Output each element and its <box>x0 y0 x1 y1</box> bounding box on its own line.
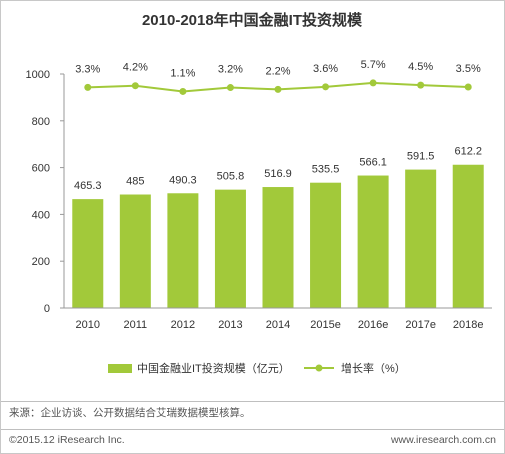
growth-rate-label: 3.2% <box>218 64 243 76</box>
source-note: 来源：企业访谈、公开数据结合艾瑞数据模型核算。 <box>9 406 251 419</box>
growth-rate-label: 3.5% <box>456 63 481 75</box>
x-tick-label: 2012 <box>171 319 195 331</box>
bar <box>310 182 342 308</box>
growth-rate-label: 4.5% <box>408 61 433 73</box>
legend-bar-label: 中国金融业IT投资规模（亿元） <box>137 361 290 375</box>
x-tick-label: 2016e <box>358 319 389 331</box>
growth-point <box>274 85 282 93</box>
y-tick-label: 600 <box>32 163 50 175</box>
bar-value-label: 566.1 <box>359 157 387 169</box>
x-tick-label: 2015e <box>310 319 341 331</box>
x-tick-label: 2013 <box>218 319 242 331</box>
chart-title: 2010-2018年中国金融IT投资规模 <box>142 11 363 29</box>
growth-rate-label: 5.7% <box>361 59 386 71</box>
bar-value-label: 485 <box>126 176 144 188</box>
growth-point <box>369 79 377 87</box>
growth-point <box>84 83 92 91</box>
bar-value-label: 490.3 <box>169 174 197 186</box>
bar <box>167 193 199 308</box>
legend-line-marker <box>315 364 323 372</box>
bar-value-label: 535.5 <box>312 164 340 176</box>
legend-bar-swatch <box>108 364 132 373</box>
bar <box>357 175 389 308</box>
copyright-text: ©2015.12 iResearch Inc. <box>9 434 125 446</box>
y-tick-label: 1000 <box>26 69 50 81</box>
y-axis: 0 200 400 600 800 1000 <box>26 69 65 315</box>
growth-rate-label: 4.2% <box>123 62 148 74</box>
x-tick-label: 2018e <box>453 319 484 331</box>
growth-point <box>131 82 139 90</box>
growth-rate-label: 1.1% <box>170 67 195 79</box>
bar <box>452 164 484 308</box>
bar <box>405 169 437 308</box>
bar <box>262 187 294 308</box>
y-tick-label: 0 <box>44 303 50 315</box>
legend: 中国金融业IT投资规模（亿元） 增长率（%） <box>108 361 406 375</box>
bar <box>214 189 246 308</box>
x-axis: 2010 2011 2012 2013 2014 2015e 2016e 2017e 2018e <box>64 307 492 331</box>
bar-series <box>72 164 484 308</box>
growth-point <box>322 83 330 91</box>
bar <box>72 199 104 308</box>
growth-rate-label: 2.2% <box>265 65 290 77</box>
bar <box>119 194 151 308</box>
rate-labels: 3.3% 4.2% 1.1% 3.2% 2.2% 3.6% 5.7% 4.5% 3.5% <box>75 59 481 80</box>
bar-labels: 465.3 485 490.3 505.8 516.9 535.5 566.1 591.5 61… <box>74 146 482 192</box>
growth-point <box>179 87 187 95</box>
growth-point <box>226 84 234 92</box>
legend-line-label: 增长率（%） <box>341 361 406 375</box>
growth-point <box>464 83 472 91</box>
y-tick-label: 400 <box>32 209 50 221</box>
bar-value-label: 612.2 <box>454 146 482 158</box>
growth-point <box>417 81 425 89</box>
bar-value-label: 465.3 <box>74 180 102 192</box>
x-tick-label: 2010 <box>76 319 100 331</box>
bar-value-label: 505.8 <box>217 171 245 183</box>
growth-rate-label: 3.3% <box>75 63 100 75</box>
growth-line-series <box>84 79 472 95</box>
bar-value-label: 516.9 <box>264 168 292 180</box>
y-tick-label: 200 <box>32 256 50 268</box>
growth-rate-label: 3.6% <box>313 63 338 75</box>
x-tick-label: 2017e <box>405 319 436 331</box>
website-text: www.iresearch.com.cn <box>390 434 496 446</box>
x-tick-label: 2014 <box>266 319 290 331</box>
bar-value-label: 591.5 <box>407 151 435 163</box>
x-tick-label: 2011 <box>124 319 148 331</box>
y-tick-label: 800 <box>32 116 50 128</box>
